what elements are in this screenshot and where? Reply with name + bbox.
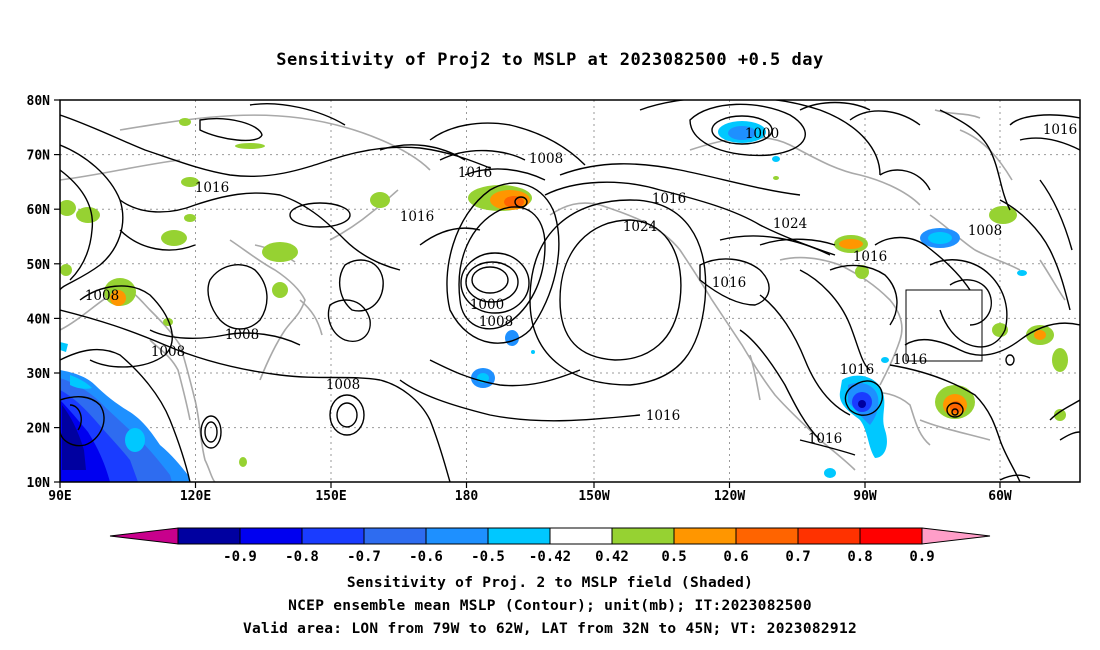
colorbar-label: 0.42 — [595, 549, 629, 565]
lon-label: 60W — [988, 489, 1012, 504]
contour-label: 1016 — [1043, 122, 1077, 138]
contour-labels: 1000 1016 1008 1016 1016 1016 1024 1024 … — [85, 122, 1077, 447]
contour-label: 1008 — [326, 377, 360, 393]
contour-label: 1016 — [808, 431, 842, 447]
lon-label: 120W — [714, 489, 745, 504]
contour-label: 1008 — [968, 223, 1002, 239]
lon-label: 180 — [455, 489, 479, 504]
colorbar-label: 0.5 — [661, 549, 686, 565]
contour-label: 1016 — [712, 275, 746, 291]
contour-label: 1024 — [623, 219, 657, 235]
contour-label: 1016 — [893, 352, 927, 368]
colorbar-label: -0.8 — [285, 549, 319, 565]
page-title: Sensitivity of Proj2 to MSLP at 20230825… — [276, 50, 824, 70]
colorbar-label: 0.8 — [847, 549, 872, 565]
colorbar-high-arrow — [921, 527, 991, 545]
lat-label: 80N — [27, 94, 51, 109]
contour-label: 1016 — [195, 180, 229, 196]
colorbar-cell — [735, 527, 799, 545]
colorbar-cell — [301, 527, 365, 545]
contour-label: 1016 — [458, 165, 492, 181]
colorbar-label: -0.6 — [409, 549, 443, 565]
contour-label: 1008 — [85, 288, 119, 304]
colorbar-cell — [487, 527, 551, 545]
contour-label: 1016 — [400, 209, 434, 225]
colorbar-label: 0.7 — [785, 549, 810, 565]
footer-line-2: NCEP ensemble mean MSLP (Contour); unit(… — [288, 598, 812, 614]
colorbar-cell — [239, 527, 303, 545]
lat-label: 10N — [27, 476, 51, 491]
contour-label: 1000 — [470, 297, 504, 313]
colorbar-cell — [177, 527, 241, 545]
colorbar-cell — [797, 527, 861, 545]
colorbar-cell — [859, 527, 923, 545]
lat-label: 20N — [27, 422, 51, 437]
colorbar: -0.9 -0.8 -0.7 -0.6 -0.5 -0.42 0.42 0.5 0.6 0.7 0.… — [109, 527, 991, 565]
contour-label: 1016 — [646, 408, 680, 424]
colorbar-cell — [425, 527, 489, 545]
lat-label: 70N — [27, 149, 51, 164]
footer-line-1: Sensitivity of Proj. 2 to MSLP field (Sh… — [346, 575, 754, 591]
colorbar-cell — [611, 527, 675, 545]
contour-label: 1008 — [225, 327, 259, 343]
lat-label: 50N — [27, 258, 51, 273]
contour-label: 1000 — [745, 126, 779, 142]
lon-label: 90E — [48, 489, 71, 504]
contour-label: 1016 — [840, 362, 874, 378]
colorbar-label: -0.7 — [347, 549, 381, 565]
contour-label: 1016 — [652, 191, 686, 207]
axis-ticks — [54, 99, 1001, 488]
lat-label: 30N — [27, 367, 51, 382]
lat-label: 40N — [27, 312, 51, 327]
lon-label: 90W — [853, 489, 877, 504]
colorbar-cell — [673, 527, 737, 545]
colorbar-label: 0.6 — [723, 549, 748, 565]
longitude-labels: 90E 120E 150E 180 150W 120W 90W 60W — [48, 489, 1012, 504]
colorbar-label: -0.5 — [471, 549, 505, 565]
colorbar-low-arrow — [109, 527, 179, 545]
colorbar-cell — [549, 527, 613, 545]
plot-frame — [59, 99, 1081, 483]
contour-label: 1016 — [853, 249, 887, 265]
lon-label: 150E — [315, 489, 346, 504]
contour-label: 1008 — [151, 344, 185, 360]
map-area: 1000 1016 1008 1016 1016 1016 1024 1024 … — [60, 100, 1080, 482]
gridlines — [60, 100, 1080, 482]
colorbar-label: -0.9 — [223, 549, 257, 565]
contour-label: 1008 — [479, 314, 513, 330]
colorbar-cell — [363, 527, 427, 545]
contour-label: 1008 — [529, 151, 563, 167]
colorbar-label: 0.9 — [909, 549, 934, 565]
valid-area-box — [905, 289, 983, 362]
lon-label: 120E — [180, 489, 211, 504]
colorbar-label: -0.42 — [529, 549, 571, 565]
contour-label: 1024 — [773, 216, 807, 232]
lat-label: 60N — [27, 203, 51, 218]
footer-line-3: Valid area: LON from 79W to 62W, LAT fro… — [242, 621, 858, 637]
mslp-contours — [60, 100, 1080, 482]
latitude-labels: 80N 70N 60N 50N 40N 30N 20N 10N — [27, 94, 51, 491]
lon-label: 150W — [578, 489, 609, 504]
